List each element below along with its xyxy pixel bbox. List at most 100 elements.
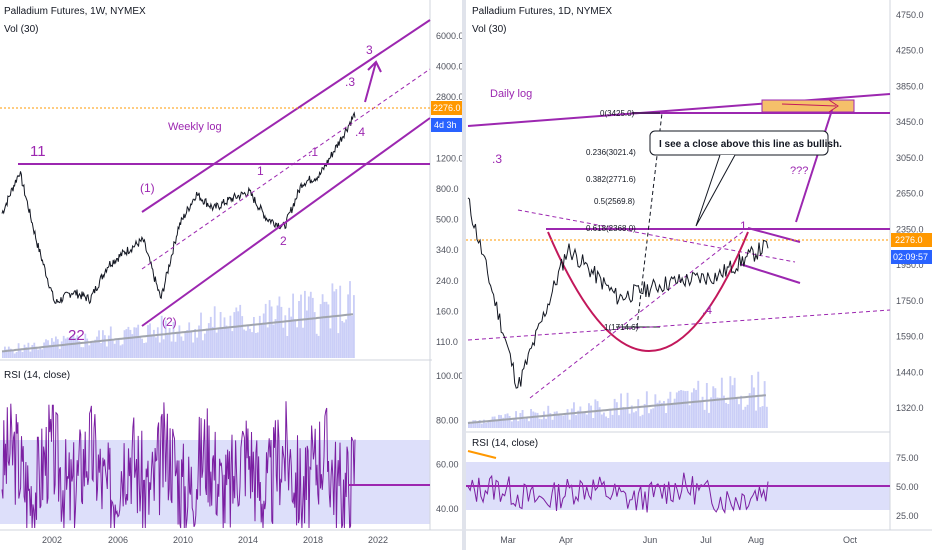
time-tag-right <box>891 250 932 264</box>
volume-bar <box>718 397 721 428</box>
volume-bar <box>686 390 689 428</box>
volume-bar <box>547 405 550 428</box>
time-axis-left-label-5: 2022 <box>368 535 388 545</box>
volume-bar <box>309 291 312 358</box>
volume-bar <box>594 399 597 428</box>
volume-bar <box>321 294 324 358</box>
time-axis-right-label-3: Jul <box>700 535 712 545</box>
volume-bar <box>15 352 18 358</box>
volume-bar <box>660 402 663 428</box>
volume-bar <box>558 414 560 428</box>
volume-bar <box>530 409 532 428</box>
volume-bar <box>763 381 766 428</box>
volume-bar <box>192 342 194 358</box>
volume-bar <box>645 391 648 428</box>
volume-bar <box>135 327 138 358</box>
volume-bar <box>759 407 762 428</box>
volume-bar <box>590 405 592 428</box>
channel-mid-left <box>141 68 431 270</box>
volume-bar <box>349 281 351 358</box>
volume-bar <box>215 332 218 358</box>
volume-bar <box>80 347 83 358</box>
volume-bar <box>304 290 306 358</box>
time-axis-left: 2002 2006 2010 2014 2018 2022 <box>42 535 388 545</box>
volume-bar <box>76 335 79 358</box>
wave-label-3: 3 <box>366 43 373 57</box>
volume-bar <box>637 399 640 428</box>
volume-bar <box>260 324 263 358</box>
price-axis-left-label-8: 240.0 <box>436 276 459 286</box>
volume-bar <box>62 335 65 358</box>
target-zone-box <box>761 99 855 113</box>
time-axis-left-label-1: 2006 <box>108 535 128 545</box>
volume-bar <box>156 327 159 358</box>
volume-bar <box>540 419 543 428</box>
volume-bar <box>151 334 153 358</box>
volume-bar <box>47 340 49 358</box>
volume-bar <box>241 316 244 358</box>
volume-bar <box>282 327 285 358</box>
volume-bar <box>223 317 226 358</box>
price-axis-left-label-0: 6000.0 <box>436 31 464 41</box>
volume-bar <box>585 414 588 428</box>
volume-bar <box>307 296 310 358</box>
volume-bar <box>27 342 30 358</box>
volume-bar <box>145 342 147 358</box>
volume-bar <box>147 325 149 358</box>
volume-bar <box>21 352 24 358</box>
volume-bar <box>515 411 517 428</box>
volume-bar <box>538 418 541 428</box>
volume-bar <box>290 316 293 358</box>
volume-bar <box>727 404 730 428</box>
price-tag-left <box>431 101 462 115</box>
volume-bar <box>633 412 635 428</box>
volume-bar <box>274 319 277 358</box>
volume-bar <box>626 392 629 428</box>
volume-bar <box>117 338 120 358</box>
volume-bar <box>708 412 710 428</box>
volume-bar <box>258 315 261 358</box>
volume-bar <box>239 304 242 358</box>
volume-bar <box>37 349 40 358</box>
fib-label-1: 1(1714.6) <box>604 323 639 332</box>
flag-lower-line <box>739 263 801 284</box>
volume-bar <box>219 312 222 358</box>
wave-label-dot4: .4 <box>355 125 365 139</box>
volume-bar <box>25 347 28 358</box>
question-marks: ??? <box>790 165 808 177</box>
price-axis-left-label-10: 110.0 <box>436 337 458 347</box>
time-tag-right-text: 02:09:57 <box>893 252 928 262</box>
wave-label-1-paren: (1) <box>140 181 155 195</box>
volume-bar <box>253 317 255 358</box>
price-axis-right-label-1: 4250.0 <box>896 46 924 56</box>
volume-bar <box>720 377 723 428</box>
rsi-axis-left-label-3: 40.00 <box>436 504 459 514</box>
volume-bar <box>11 350 14 358</box>
volume-bar <box>256 332 259 358</box>
volume-bar <box>611 414 614 428</box>
volume-bar <box>712 386 715 428</box>
volume-bar <box>317 335 320 358</box>
volume-bar <box>245 330 247 358</box>
volume-bar <box>29 351 32 358</box>
volume-bar <box>217 328 220 358</box>
volume-bar <box>129 329 132 358</box>
volume-bar <box>504 414 507 428</box>
price-axis-right-label-4: 3050.0 <box>896 153 924 163</box>
volume-bar <box>331 283 334 358</box>
projection-arrow-right <box>795 109 833 223</box>
cup-arc <box>547 231 749 352</box>
volume-bar <box>536 412 539 428</box>
volume-bar <box>519 413 522 428</box>
volume-bar <box>560 415 562 428</box>
volume-bar <box>579 406 582 428</box>
price-axis-right-label-3: 3450.0 <box>896 117 924 127</box>
volume-bar <box>690 392 693 428</box>
volume-bar <box>111 340 114 358</box>
volume-bar <box>573 402 575 428</box>
volume-bar <box>209 316 212 358</box>
arrow-head-left <box>367 60 382 73</box>
volume-bar <box>278 296 281 358</box>
volume-bar <box>570 408 573 428</box>
rsi-divergence-right <box>467 450 497 459</box>
